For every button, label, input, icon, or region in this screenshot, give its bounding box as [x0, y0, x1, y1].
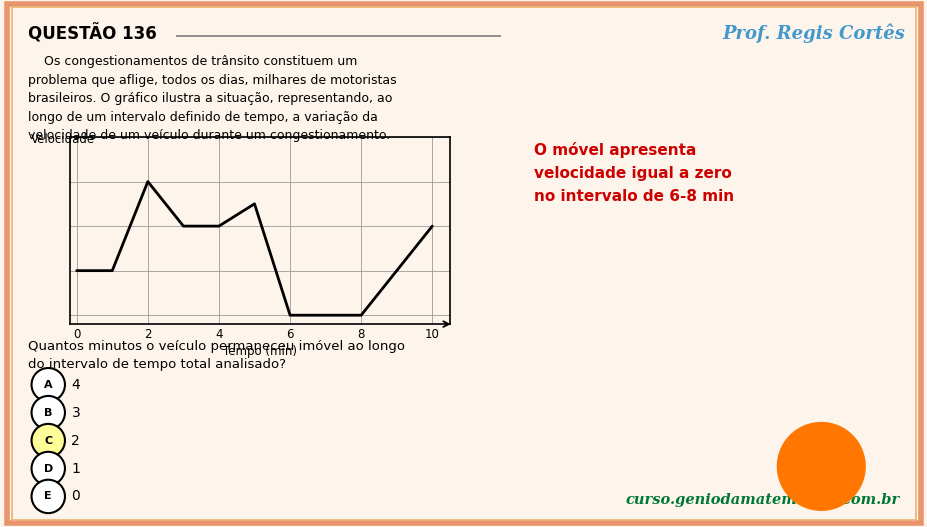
- Text: D: D: [44, 464, 53, 473]
- Text: E: E: [44, 492, 52, 501]
- Text: QUESTÃO 136: QUESTÃO 136: [28, 24, 157, 43]
- Text: O móvel apresenta
velocidade igual a zero
no intervalo de 6-8 min: O móvel apresenta velocidade igual a zer…: [533, 142, 733, 204]
- Text: 4: 4: [71, 378, 80, 392]
- Text: B: B: [44, 408, 53, 417]
- Text: Prof. Regis Cortês: Prof. Regis Cortês: [721, 24, 904, 43]
- Text: Quantos minutos o veículo permaneceu imóvel ao longo
do intervalo de tempo total: Quantos minutos o veículo permaneceu imó…: [28, 340, 404, 371]
- Text: 2: 2: [71, 434, 80, 447]
- Text: curso.geniodamatematica.com.br: curso.geniodamatematica.com.br: [625, 493, 899, 507]
- X-axis label: Tempo (min): Tempo (min): [222, 345, 297, 358]
- Text: A: A: [44, 380, 53, 389]
- Text: 1: 1: [71, 462, 81, 475]
- Text: 0: 0: [71, 490, 80, 503]
- Text: Velocidade: Velocidade: [31, 133, 95, 146]
- Text: C: C: [44, 436, 52, 445]
- Text: 3: 3: [71, 406, 80, 419]
- Text: Os congestionamentos de trânsito constituem um
problema que aflige, todos os dia: Os congestionamentos de trânsito constit…: [28, 55, 396, 142]
